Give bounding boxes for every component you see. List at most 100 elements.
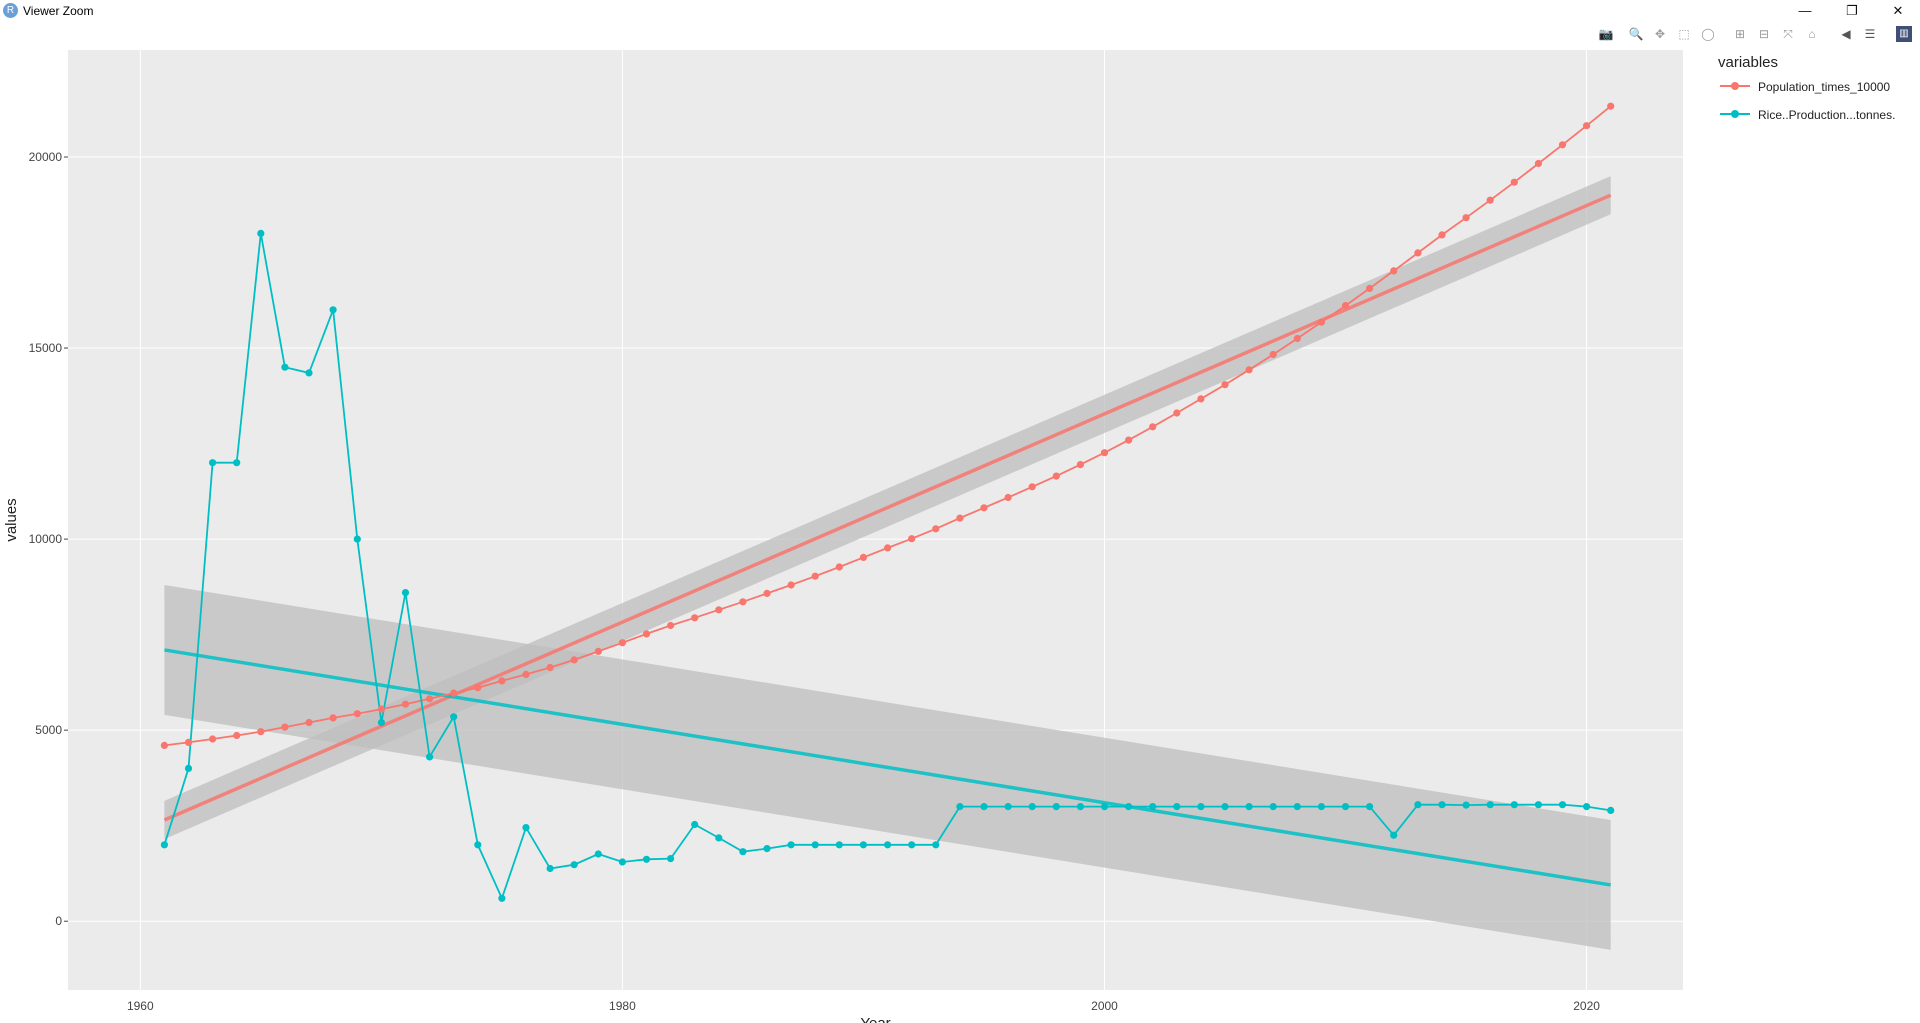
box-select-icon[interactable]: ⬚ [1678,27,1690,41]
trend-line-0 [163,193,1612,822]
data-point-0 [1125,436,1133,444]
y-axis-label: values [3,498,20,541]
legend-item-rice[interactable]: Rice..Production...tonnes. [1710,105,1910,133]
data-point-1 [1510,801,1518,809]
data-point-0 [667,621,675,630]
data-point-0 [184,738,193,747]
data-point-1 [1390,831,1398,839]
data-point-1 [1341,803,1350,811]
data-point-0 [932,525,940,533]
data-point-0 [1390,267,1398,275]
data-point-0 [1607,102,1615,110]
data-point-1 [1486,801,1494,809]
y-tick-label: 10000 [29,532,63,546]
data-point-0 [1221,381,1229,389]
data-point-0 [956,514,964,522]
data-point-1 [1607,806,1615,815]
data-point-0 [1341,302,1350,310]
legend-item-population[interactable]: Population_times_10000 [1710,77,1910,105]
hover-compare-icon[interactable]: ☰ [1864,27,1876,41]
data-point-0 [1486,196,1494,204]
data-point-1 [1293,803,1301,811]
data-point-0 [811,572,819,580]
data-point-1 [281,363,289,371]
data-point-1 [739,848,747,856]
x-axis-label: Year [860,1015,890,1023]
zoom-icon[interactable]: 🔍 [1628,27,1644,41]
x-tick-label: 1960 [127,999,154,1013]
data-point-0 [1052,472,1060,480]
reset-axes-icon[interactable]: ⌂ [1808,27,1816,41]
data-point-0 [1317,318,1325,326]
y-tick-label: 20000 [29,150,63,164]
data-point-0 [257,728,265,736]
data-point-1 [691,820,699,829]
data-point-1 [642,855,651,863]
y-tick-label: 0 [55,914,62,928]
data-point-1 [763,845,771,853]
zoom-in-icon[interactable]: ⊞ [1734,27,1746,41]
hover-closest-icon[interactable]: ◀ [1841,27,1851,41]
data-point-0 [1366,284,1374,292]
data-point-0 [594,647,602,656]
data-point-0 [1534,159,1542,168]
data-point-0 [908,535,916,543]
data-point-1 [257,229,265,237]
data-point-1 [184,764,193,773]
data-point-0 [884,544,892,552]
data-point-0 [160,741,168,750]
data-point-1 [570,861,578,869]
data-point-0 [377,705,385,713]
zoom-out-icon[interactable]: ⊟ [1758,27,1770,41]
data-point-1 [353,535,361,543]
pan-icon[interactable]: ✥ [1654,27,1666,41]
minimize-button[interactable]: — [1798,3,1812,18]
legend-key-rice [1720,110,1750,118]
data-point-1 [1076,803,1084,811]
restore-button[interactable]: ❐ [1846,3,1858,18]
data-point-0 [618,639,627,647]
data-point-1 [498,894,506,902]
data-point-0 [1100,449,1109,457]
data-point-0 [570,656,578,664]
data-point-0 [1558,141,1567,149]
data-point-1 [594,850,602,858]
close-button[interactable]: ✕ [1892,3,1904,18]
data-point-0 [1462,214,1470,222]
legend-title: variables [1718,54,1779,71]
y-axis-ticks: 0 5000 10000 15000 20000 [29,150,68,928]
data-point-1 [1149,803,1157,811]
trend-line-1 [164,648,1611,887]
data-point-1 [209,459,217,467]
data-point-0 [642,630,651,638]
data-point-0 [353,710,361,718]
data-point-1 [450,713,458,721]
data-point-0 [1149,423,1157,431]
camera-icon[interactable]: 📷 [1598,27,1614,41]
data-point-0 [1197,395,1205,403]
plotly-logo-icon[interactable]: ▥ [1896,26,1912,42]
data-point-0 [1028,483,1036,491]
window-title: Viewer Zoom [23,4,94,18]
autoscale-icon[interactable]: ⤧ [1783,27,1793,41]
x-tick-label: 2020 [1573,999,1600,1013]
data-point-1 [426,753,434,761]
data-point-0 [1414,249,1422,257]
data-point-1 [884,841,892,849]
data-point-0 [1510,178,1518,186]
data-point-1 [835,841,843,849]
data-point-1 [787,841,795,849]
plot-area[interactable]: 1960 1980 2000 2020 0 5000 10000 15000 20000 Ye… [0,0,1700,1023]
data-point-1 [811,841,819,849]
data-point-1 [401,589,410,597]
data-point-1 [618,858,627,866]
lasso-select-icon[interactable]: ◯ [1701,27,1715,41]
data-point-0 [498,677,506,685]
data-point-0 [305,718,313,727]
data-point-0 [1076,461,1084,469]
data-point-0 [691,614,699,622]
data-point-1 [1534,801,1542,809]
data-point-0 [450,689,458,697]
x-tick-label: 2000 [1091,999,1118,1013]
window-titlebar: R Viewer Zoom — ❐ ✕ [0,0,1920,22]
